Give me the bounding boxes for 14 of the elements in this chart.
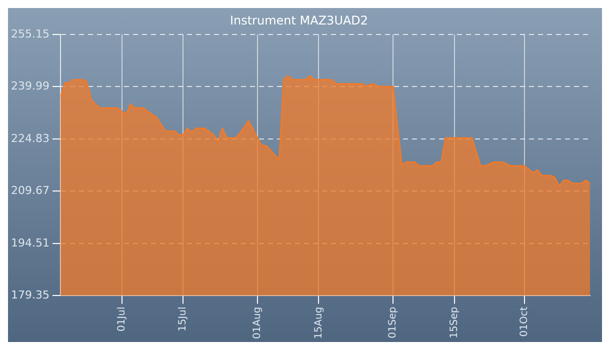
y-tick-label: 239.99 — [10, 80, 50, 93]
x-tick-label: 01Jul — [116, 306, 128, 332]
y-tick-label: 194.51 — [10, 236, 50, 250]
y-tick-label: 255.15 — [10, 27, 50, 40]
x-tick-label: 01Oct — [518, 306, 530, 337]
x-tick-label: 15Jul — [178, 306, 189, 332]
y-tick-label: 209.67 — [10, 184, 50, 198]
x-tick-label: 15Sep — [448, 306, 460, 338]
y-tick-label: 224.83 — [10, 132, 50, 145]
chart-title: Instrument MAZ3UAD2 — [230, 13, 368, 28]
x-tick-label: 15Aug — [313, 306, 324, 340]
x-tick-label: 01Aug — [252, 306, 264, 340]
y-tick-label: 179.35 — [10, 288, 50, 302]
x-tick-label: 01Sep — [388, 306, 399, 338]
